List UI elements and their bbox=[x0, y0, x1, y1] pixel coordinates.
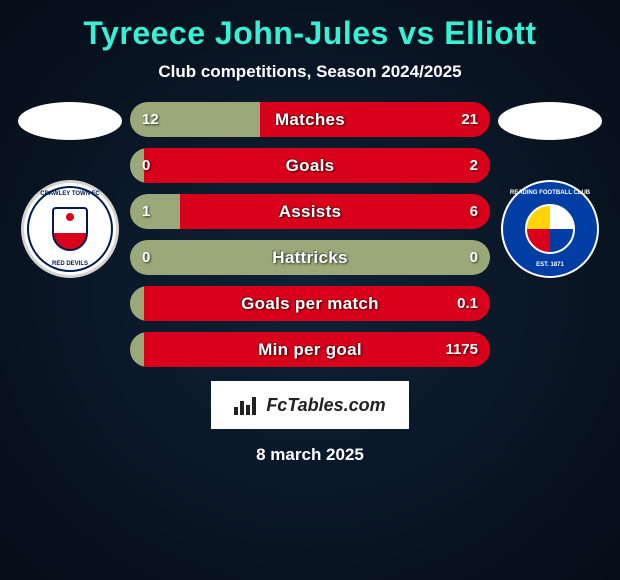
stat-value-right: 21 bbox=[461, 111, 478, 128]
stat-value-right: 1175 bbox=[445, 341, 478, 358]
stat-row: Goals per match0.1 bbox=[130, 286, 490, 321]
stat-label: Min per goal bbox=[130, 340, 490, 360]
stat-label: Matches bbox=[130, 110, 490, 130]
stat-value-right: 2 bbox=[470, 157, 478, 174]
footer-brand-text: FcTables.com bbox=[266, 395, 385, 416]
stat-value-right: 0 bbox=[470, 249, 478, 266]
right-club-badge: READING FOOTBALL CLUB EST. 1871 bbox=[501, 180, 599, 278]
left-flag-icon bbox=[18, 102, 122, 140]
page-subtitle: Club competitions, Season 2024/2025 bbox=[158, 62, 461, 82]
date-text: 8 march 2025 bbox=[256, 445, 364, 465]
main-row: CRAWLEY TOWN FC RED DEVILS Matches1221Go… bbox=[0, 102, 620, 367]
stat-value-right: 6 bbox=[470, 203, 478, 220]
comparison-card: Tyreece John-Jules vs Elliott Club compe… bbox=[0, 0, 620, 465]
page-title: Tyreece John-Jules vs Elliott bbox=[83, 15, 536, 52]
badge-text-bottom: RED DEVILS bbox=[24, 261, 116, 267]
footer-brand: FcTables.com bbox=[211, 381, 409, 429]
stat-row: Min per goal1175 bbox=[130, 332, 490, 367]
club-core-icon bbox=[525, 204, 575, 254]
stat-row: Hattricks0 0 bbox=[130, 240, 490, 275]
stat-label: Goals bbox=[130, 156, 490, 176]
badge-text-top: READING FOOTBALL CLUB bbox=[503, 190, 597, 196]
stat-row: Goals0 2 bbox=[130, 148, 490, 183]
stat-row: Assists1 6 bbox=[130, 194, 490, 229]
stat-value-left: 12 bbox=[142, 111, 159, 128]
stat-value-right: 0.1 bbox=[457, 295, 478, 312]
stat-row: Matches12 21 bbox=[130, 102, 490, 137]
badge-text-top: CRAWLEY TOWN FC bbox=[24, 191, 116, 197]
left-player-side: CRAWLEY TOWN FC RED DEVILS bbox=[10, 102, 130, 278]
stat-value-left: 0 bbox=[142, 249, 150, 266]
chart-icon bbox=[234, 395, 260, 415]
right-player-side: READING FOOTBALL CLUB EST. 1871 bbox=[490, 102, 610, 278]
badge-text-bottom: EST. 1871 bbox=[503, 262, 597, 268]
stats-bars: Matches1221Goals02Assists16Hattricks00Go… bbox=[130, 102, 490, 367]
stat-label: Assists bbox=[130, 202, 490, 222]
stat-label: Hattricks bbox=[130, 248, 490, 268]
stat-value-left: 1 bbox=[142, 203, 150, 220]
stat-value-left: 0 bbox=[142, 157, 150, 174]
left-club-badge: CRAWLEY TOWN FC RED DEVILS bbox=[21, 180, 119, 278]
stat-label: Goals per match bbox=[130, 294, 490, 314]
right-flag-icon bbox=[498, 102, 602, 140]
shield-icon bbox=[52, 207, 88, 251]
